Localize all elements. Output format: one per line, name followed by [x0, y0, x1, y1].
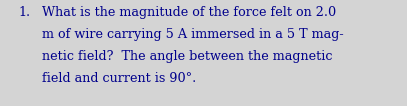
Text: field and current is 90°.: field and current is 90°. [42, 72, 196, 85]
Text: What is the magnitude of the force felt on 2.0: What is the magnitude of the force felt … [42, 6, 336, 19]
Text: netic field?  The angle between the magnetic: netic field? The angle between the magne… [42, 50, 333, 63]
Text: 1.: 1. [18, 6, 30, 19]
Text: m of wire carrying 5 A immersed in a 5 T mag-: m of wire carrying 5 A immersed in a 5 T… [42, 28, 344, 41]
